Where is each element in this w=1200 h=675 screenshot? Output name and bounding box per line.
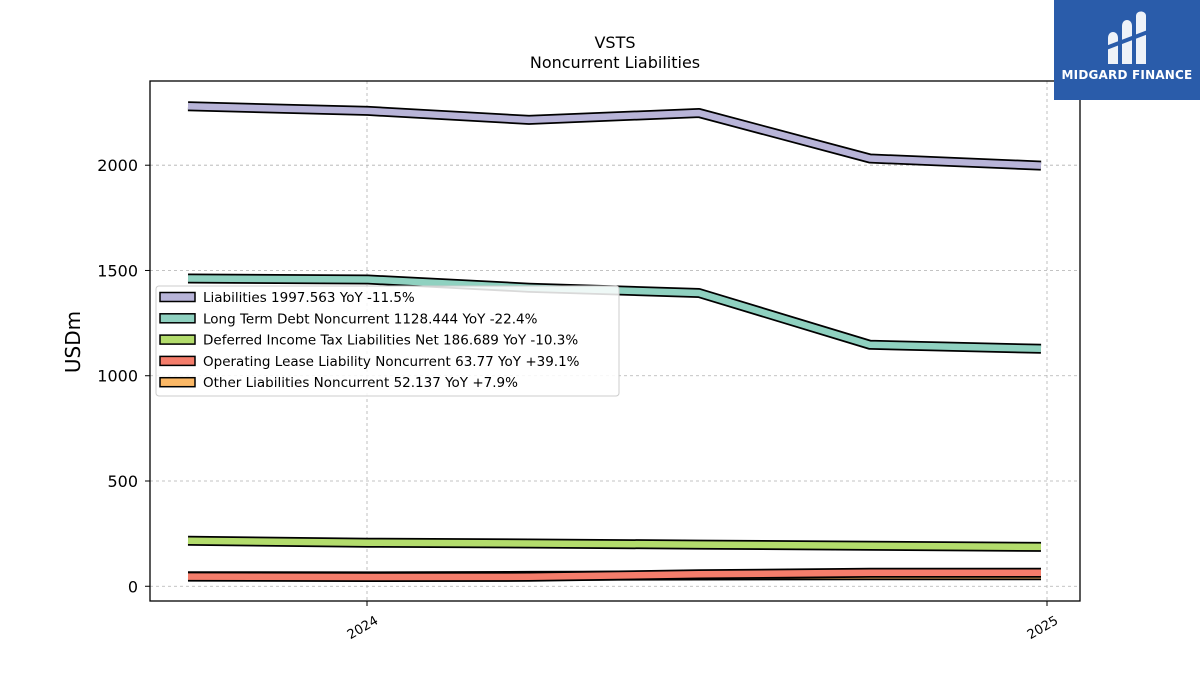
legend-swatch <box>159 313 196 324</box>
chart-title: VSTS <box>594 33 635 52</box>
legend-swatch <box>159 334 196 345</box>
brand-mark-icon <box>1105 11 1149 64</box>
legend-entry: Long Term Debt Noncurrent 1128.444 YoY -… <box>203 311 538 327</box>
y-axis-label: USDm <box>61 311 85 373</box>
plot-frame <box>149 80 1081 602</box>
y-tick-label: 1500 <box>97 261 138 280</box>
y-tick-label: 2000 <box>97 156 138 175</box>
legend-entry: Deferred Income Tax Liabilities Net 186.… <box>203 333 578 349</box>
series-line <box>187 569 1041 581</box>
legend-swatch <box>159 291 196 303</box>
y-tick-label: 1000 <box>97 367 138 386</box>
y-tick-label: 500 <box>107 472 138 491</box>
y-tick-label: 0 <box>128 577 138 596</box>
legend-swatch <box>159 355 196 367</box>
legend-entry: Other Liabilities Noncurrent 52.137 YoY … <box>203 375 518 391</box>
x-tick-label: 2024 <box>345 613 381 643</box>
brand-logo: MIDGARD FINANCE <box>1054 0 1200 100</box>
legend: Liabilities 1997.563 YoY -11.5% Long Term… <box>155 285 620 397</box>
legend-entry: Liabilities 1997.563 YoY -11.5% <box>203 290 415 306</box>
chart-subtitle: Noncurrent Liabilities <box>530 53 700 72</box>
x-tick-label: 2025 <box>1025 613 1061 643</box>
legend-box <box>155 285 620 397</box>
brand-name: MIDGARD FINANCE <box>1061 68 1193 82</box>
legend-entry: Operating Lease Liability Noncurrent 63.… <box>203 354 580 370</box>
series-layer <box>187 101 1042 582</box>
series-line <box>187 537 1042 551</box>
series-line <box>187 103 1042 169</box>
legend-swatch <box>159 376 196 388</box>
